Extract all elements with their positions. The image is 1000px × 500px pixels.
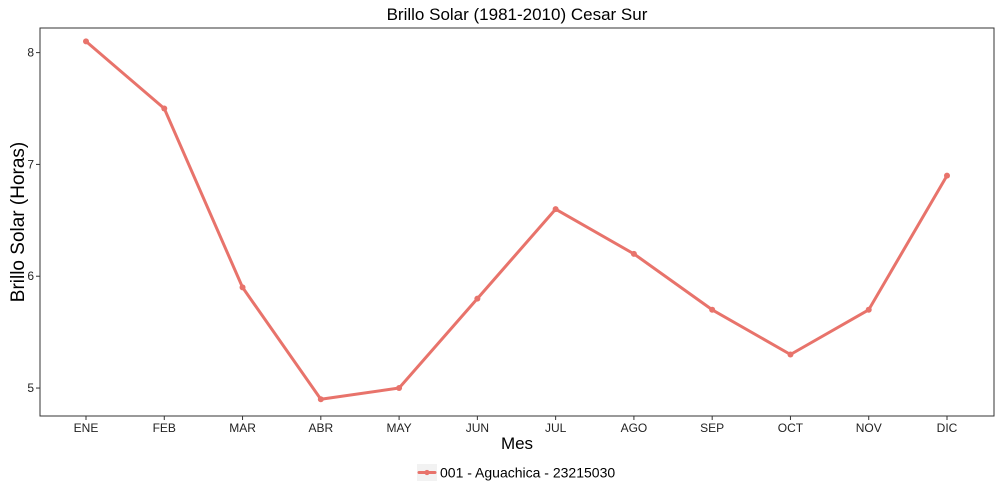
y-tick-label: 6 xyxy=(27,269,34,283)
data-point xyxy=(865,306,872,313)
y-axis-title: Brillo Solar (Horas) xyxy=(8,142,29,302)
plot-panel xyxy=(39,27,995,417)
x-tick-label: AGO xyxy=(621,421,648,435)
legend-label: 001 - Aguachica - 23215030 xyxy=(440,465,615,481)
y-tick-label: 7 xyxy=(27,157,34,171)
data-point xyxy=(709,306,716,313)
x-axis: ENE FEB MAR ABR MAY JUN JUL AGO SEP OCT NOV DIC xyxy=(74,416,958,435)
data-point xyxy=(630,250,637,257)
y-tick-label: 5 xyxy=(27,381,34,395)
data-point xyxy=(317,396,324,403)
x-tick-label: ABR xyxy=(308,421,333,435)
x-axis-title: Mes xyxy=(501,434,533,453)
x-tick-label: FEB xyxy=(153,421,176,435)
x-tick-label: MAR xyxy=(229,421,256,435)
y-axis: 5 6 7 8 xyxy=(27,46,40,395)
x-tick-label: SEP xyxy=(700,421,724,435)
x-tick-label: OCT xyxy=(778,421,804,435)
series-layer xyxy=(83,38,950,403)
x-tick-label: DIC xyxy=(937,421,958,435)
data-point xyxy=(239,284,246,291)
x-tick-label: MAY xyxy=(387,421,412,435)
legend: 001 - Aguachica - 23215030 xyxy=(417,464,615,481)
data-point xyxy=(396,385,403,392)
x-tick-label: ENE xyxy=(74,421,99,435)
data-point xyxy=(552,206,559,213)
x-tick-label: NOV xyxy=(856,421,882,435)
x-tick-label: JUN xyxy=(466,421,489,435)
x-tick-label: JUL xyxy=(545,421,567,435)
chart-title: Brillo Solar (1981-2010) Cesar Sur xyxy=(387,5,648,24)
data-point xyxy=(161,105,168,112)
data-point xyxy=(944,172,950,179)
legend-point xyxy=(424,469,430,476)
data-point xyxy=(787,351,794,358)
data-point xyxy=(83,38,89,45)
series-line xyxy=(84,39,949,401)
y-tick-label: 8 xyxy=(27,46,34,60)
data-point xyxy=(474,295,481,302)
